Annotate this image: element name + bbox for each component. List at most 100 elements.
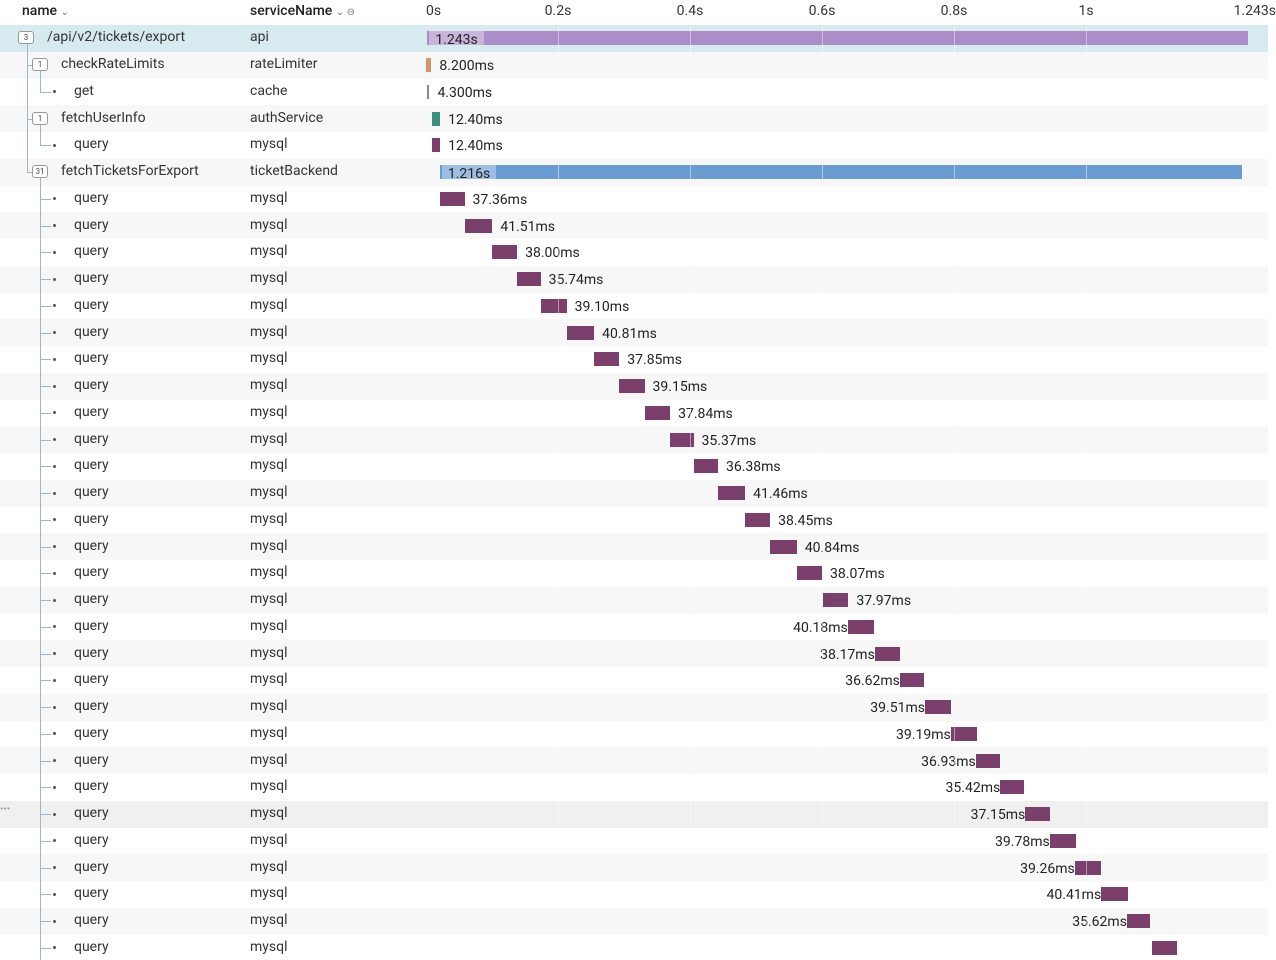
duration-label: 1.243s: [429, 31, 484, 48]
span-name: query: [74, 136, 109, 153]
tree-dot: [53, 812, 56, 816]
service-name: mysql: [250, 831, 288, 848]
service-name: authService: [250, 109, 324, 126]
span-bar: [618, 379, 645, 394]
tree-dot: [53, 331, 56, 335]
child-count-badge[interactable]: 1: [32, 111, 48, 125]
service-name: mysql: [250, 216, 288, 233]
tree-dot: [53, 224, 56, 228]
trace-row: [0, 426, 1268, 454]
span-name: query: [74, 724, 109, 741]
tree-dot: [53, 411, 56, 415]
duration-label: 35.42ms: [945, 780, 1001, 797]
span-bar: [594, 352, 620, 367]
tree-line: [40, 305, 51, 307]
trace-row: [0, 239, 1268, 266]
tree-line: [40, 519, 51, 521]
service-name: mysql: [250, 617, 288, 634]
span-name: query: [74, 938, 109, 955]
grid-line: [690, 25, 691, 960]
tree-dot: [53, 732, 56, 736]
service-name: mysql: [250, 403, 288, 420]
child-count-badge[interactable]: 3: [18, 31, 34, 45]
child-count-badge[interactable]: 31: [32, 165, 48, 179]
duration-label: 39.15ms: [652, 379, 708, 396]
span-bar: [427, 31, 1248, 46]
span-name: query: [74, 698, 109, 715]
tree-line: [40, 386, 51, 388]
tree-line: [40, 279, 51, 281]
span-name: query: [74, 831, 109, 848]
span-name: query: [74, 189, 109, 206]
service-name: mysql: [250, 510, 288, 527]
trace-row: [0, 479, 1268, 507]
duration-label: 41.46ms: [753, 486, 808, 503]
span-bar: [769, 539, 797, 554]
name-column-header[interactable]: name ⌄: [22, 3, 69, 19]
duration-label: 39.78ms: [995, 833, 1050, 850]
trace-row: [0, 586, 1268, 614]
duration-label: 37.15ms: [970, 807, 1026, 824]
duration-label: 37.97ms: [856, 593, 912, 610]
trace-row: [0, 78, 1268, 106]
duration-label: 38.07ms: [830, 566, 885, 583]
trace-row: [0, 640, 1268, 668]
row-menu[interactable]: •••: [0, 804, 11, 816]
span-bar: [670, 432, 694, 447]
span-bar: [464, 218, 493, 233]
span-name: fetchUserInfo: [61, 109, 146, 126]
time-tick-label: 0.6s: [808, 3, 836, 19]
span-bar: [426, 58, 432, 73]
span-name: query: [74, 564, 109, 581]
tree-line: [40, 178, 41, 960]
tree-dot: [53, 866, 56, 870]
service-name: mysql: [250, 350, 288, 367]
span-bar: [1101, 887, 1128, 902]
span-bar: [431, 138, 441, 153]
service-name: mysql: [250, 136, 288, 153]
trace-row: [0, 292, 1268, 320]
trace-row: [0, 185, 1268, 213]
span-name: query: [74, 216, 109, 233]
tree-line: [40, 198, 51, 200]
tree-line: [40, 493, 51, 495]
tree-dot: [53, 678, 56, 682]
tree-line: [40, 225, 51, 227]
tree-dot: [53, 598, 56, 602]
span-bar: [823, 593, 849, 608]
trace-row: [0, 105, 1268, 133]
tree-line: [40, 707, 51, 709]
duration-label: 35.37ms: [701, 432, 757, 449]
tree-line: [40, 332, 51, 334]
trace-row: [0, 934, 1268, 960]
service-column-header[interactable]: serviceName ⌄ ⊖: [250, 3, 356, 19]
tree-line: [40, 921, 51, 923]
child-count-badge[interactable]: 1: [32, 58, 48, 72]
service-name: mysql: [250, 671, 288, 688]
time-tick-label: 0.2s: [544, 3, 572, 19]
span-name: /api/v2/tickets/export: [47, 29, 186, 46]
trace-row: [0, 506, 1268, 534]
trace-row: [0, 613, 1268, 641]
span-name: query: [74, 457, 109, 474]
trace-row: [0, 774, 1268, 801]
span-bar: [439, 165, 1243, 180]
time-tick-label: 1s: [1078, 3, 1094, 19]
tree-dot: [53, 545, 56, 549]
grid-line: [954, 25, 955, 960]
tree-line: [40, 359, 51, 361]
service-name: mysql: [250, 858, 288, 875]
duration-label: 38.00ms: [525, 245, 580, 262]
tree-line: [40, 145, 51, 147]
service-name: mysql: [250, 912, 288, 929]
tree-dot: [53, 759, 56, 763]
grid-line: [1086, 25, 1087, 960]
span-bar: [431, 111, 441, 126]
duration-label: 12.40ms: [448, 138, 503, 155]
tree-line: [40, 760, 51, 762]
trace-row: [0, 667, 1268, 694]
span-bar: [975, 753, 1001, 768]
tree-line: [40, 867, 51, 869]
tree-dot: [53, 438, 56, 442]
span-name: query: [74, 805, 109, 822]
